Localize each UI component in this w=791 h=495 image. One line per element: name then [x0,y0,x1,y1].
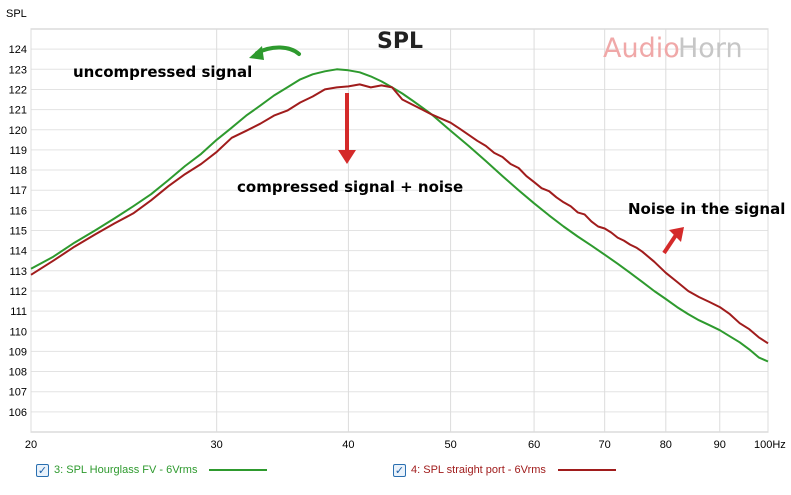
legend-item-hourglass[interactable]: ✓ 3: SPL Hourglass FV - 6Vrms [36,461,268,479]
y-tick-label: 118 [9,165,27,177]
x-tick-label: 80 [660,439,672,451]
arrow-up-red-icon [662,227,684,255]
y-tick-label: 122 [9,84,27,96]
y-axis-label: SPL [6,8,27,20]
legend-label-straight-port: 4: SPL straight port - 6Vrms [411,464,546,476]
annotation-noise: Noise in the signal [628,200,785,218]
chart-series [30,68,769,363]
y-tick-label: 111 [10,306,27,318]
y-tick-label: 116 [9,205,27,217]
x-tick-label: 20 [25,439,37,451]
chart-title: SPL [377,29,423,54]
y-tick-label: 123 [9,64,27,76]
legend-checkbox-straight-port[interactable]: ✓ [393,463,406,477]
y-tick-label: 113 [9,266,27,278]
chart-grid [30,28,769,433]
watermark-horn: Horn [678,33,743,64]
legend-swatch-hourglass [209,469,268,471]
y-tick-label: 106 [9,407,27,419]
x-tick-label: 40 [342,439,354,451]
legend-label-hourglass: 3: SPL Hourglass FV - 6Vrms [54,464,198,476]
legend-checkbox-hourglass[interactable]: ✓ [36,463,49,477]
legend-swatch-straight-port [557,469,616,471]
series-line-straight-port [30,83,769,345]
y-tick-label: 124 [9,44,27,56]
x-tick-label: 30 [211,439,223,451]
y-tick-label: 120 [9,125,27,137]
annotation-compressed: compressed signal + noise [237,178,463,196]
annotation-uncompressed: uncompressed signal [73,63,252,81]
y-tick-label: 109 [9,346,27,358]
x-tick-label: 70 [599,439,611,451]
y-tick-label: 112 [9,286,27,298]
x-tick-label: 100Hz [754,439,786,451]
chart-tick-labels: 106 107 108 109 110 111 112 113 114 115 116 117 118 1… [9,44,786,451]
y-tick-label: 108 [9,367,27,379]
y-tick-label: 115 [9,226,27,238]
legend-item-straight-port[interactable]: ✓ 4: SPL straight port - 6Vrms [393,461,616,479]
y-tick-label: 114 [9,246,27,258]
x-tick-label: 90 [714,439,726,451]
y-tick-label: 121 [9,105,27,117]
arrow-down-red-icon [338,93,356,164]
watermark-audio: Audio [603,33,680,64]
x-tick-label: 60 [528,439,540,451]
watermark: Audio Horn [603,33,743,64]
x-tick-label: 50 [444,439,456,451]
annotations: uncompressed signal compressed signal + … [73,45,785,255]
y-tick-label: 119 [9,145,27,157]
arrow-green-icon [249,45,301,60]
y-tick-label: 107 [9,387,27,399]
y-tick-label: 110 [9,326,27,338]
y-tick-label: 117 [9,185,27,197]
